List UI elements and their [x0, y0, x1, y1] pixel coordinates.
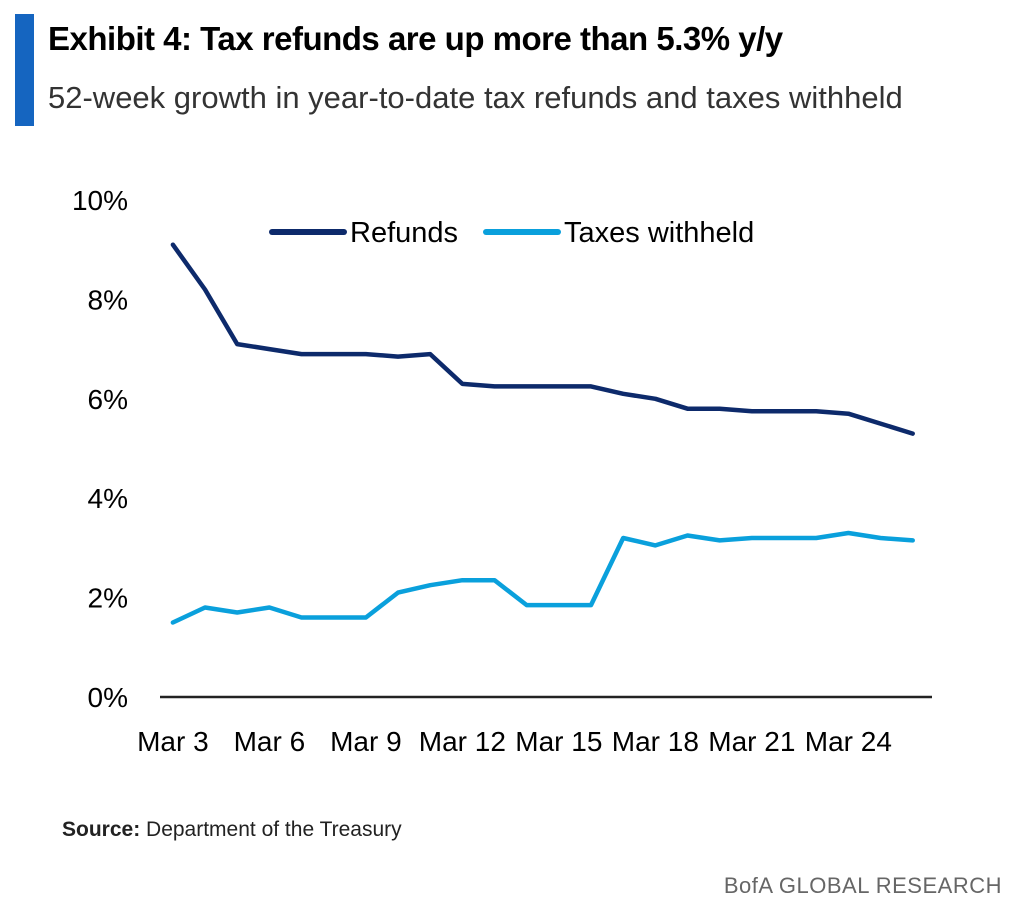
x-tick-label: Mar 3	[137, 726, 209, 757]
x-tick-label: Mar 9	[330, 726, 402, 757]
x-tick-label: Mar 18	[612, 726, 699, 757]
x-tick-label: Mar 12	[419, 726, 506, 757]
y-tick-label: 6%	[88, 384, 128, 415]
chart-title: Exhibit 4: Tax refunds are up more than …	[48, 20, 783, 57]
x-tick-label: Mar 24	[805, 726, 892, 757]
y-tick-label: 10%	[72, 185, 128, 216]
y-tick-label: 2%	[88, 583, 128, 614]
source-note: Source: Department of the Treasury	[62, 818, 402, 842]
x-tick-label: Mar 15	[515, 726, 602, 757]
brand-footer: BofA GLOBAL RESEARCH	[723, 873, 1002, 898]
x-tick-label: Mar 6	[234, 726, 306, 757]
source-label: Source:	[62, 818, 141, 841]
legend-label: Refunds	[350, 217, 458, 249]
legend-label: Taxes withheld	[564, 217, 754, 249]
source-text: Department of the Treasury	[146, 818, 402, 841]
y-tick-label: 8%	[88, 284, 128, 315]
x-tick-label: Mar 21	[708, 726, 795, 757]
series-line-refunds	[170, 242, 915, 436]
y-tick-label: 0%	[88, 682, 128, 713]
accent-bar	[15, 14, 34, 126]
chart-subtitle: 52-week growth in year-to-date tax refun…	[48, 80, 903, 115]
series-line-taxes-withheld	[170, 530, 915, 625]
y-tick-label: 4%	[88, 483, 128, 514]
line-chart: 0% 2% 4% 6% 8% 10% Mar 3 Mar 6 Mar 9 Mar 12 Mar 15…	[72, 185, 932, 757]
